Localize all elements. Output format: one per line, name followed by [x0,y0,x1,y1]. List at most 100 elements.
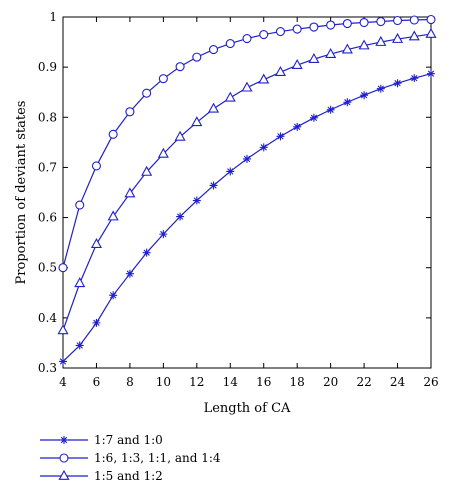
data-point-1 [209,181,218,190]
data-point-2 [342,18,352,29]
data-point-1 [309,113,318,122]
data-point-3 [57,324,69,335]
data-point-1 [276,132,285,141]
x-tick-label: 14 [223,375,239,389]
data-point-3 [392,32,404,43]
data-point-1 [376,84,385,93]
plot-area: 4 6 8 10 12 14 16 18 20 22 24 26 0.3 0.4 0.5 0.6 0.7 0.8 0… [38,10,439,389]
x-axis-label: Length of CA [204,401,291,416]
data-point-3 [308,52,320,63]
x-tick-label: 16 [256,375,271,389]
x-tick-label: 6 [93,375,101,389]
data-point-1 [427,69,435,78]
data-point-3 [375,35,387,46]
data-point-2 [192,52,202,62]
data-point-2 [175,62,185,72]
data-point-3 [274,66,286,77]
data-point-2 [91,161,102,171]
y-tick-label: 0.9 [38,60,57,74]
series-line-2 [62,18,432,268]
data-point-2 [326,20,336,30]
data-point-2 [409,15,419,25]
series-line-1 [62,73,432,362]
data-point-2 [108,129,118,139]
x-tick-label: 10 [156,375,171,389]
data-point-1 [293,122,302,131]
y-tick-label: 0.7 [38,160,57,174]
data-point-3 [425,27,437,38]
data-point-3 [241,81,253,92]
data-point-2 [158,74,168,84]
data-point-2 [75,200,85,210]
data-point-1 [226,167,235,176]
data-point-1 [109,291,118,300]
data-point-3 [258,73,270,84]
legend-marker-1 [60,436,68,444]
data-point-3 [325,47,337,58]
legend-marker-3 [58,469,70,480]
data-point-1 [410,74,419,83]
data-point-1 [176,212,185,221]
data-point-1 [92,318,101,327]
data-point-1 [75,341,84,350]
data-point-1 [159,230,168,239]
data-point-3 [358,39,370,50]
plot-frame [62,16,432,369]
data-point-3 [224,91,236,102]
y-tick-label: 1 [49,10,57,24]
data-point-1 [192,196,201,205]
data-point-2 [242,34,252,44]
data-point-2 [359,17,369,28]
data-point-2 [58,263,68,273]
legend-label-3: 1:5 and 1:2 [94,469,163,483]
data-point-2 [426,14,436,25]
data-point-2 [125,107,135,117]
x-tick-label: 24 [390,375,406,389]
x-tick-label: 8 [126,375,134,389]
legend-marker-2 [59,453,69,463]
data-point-3 [291,59,303,69]
data-point-2 [142,88,152,98]
legend-label-1: 1:7 and 1:0 [94,433,163,447]
data-point-3 [90,238,102,248]
data-point-3 [408,30,420,41]
x-tick-label: 4 [59,375,67,389]
data-point-2 [259,29,269,40]
data-point-1 [360,91,369,100]
data-point-1 [326,105,335,114]
data-point-1 [243,154,251,163]
data-point-1 [393,79,402,88]
series-line-3 [62,33,432,331]
y-tick-label: 0.3 [38,361,57,375]
data-point-2 [392,15,403,26]
data-point-1 [59,357,67,366]
data-point-1 [259,143,268,152]
x-tick-label: 18 [290,375,305,389]
data-point-3 [174,130,186,141]
data-point-1 [125,269,134,278]
data-point-3 [157,147,169,158]
data-point-2 [225,39,235,49]
data-point-1 [142,248,151,257]
data-point-2 [292,24,302,34]
data-point-3 [124,187,136,198]
y-tick-label: 0.4 [38,311,57,325]
x-tick-label: 12 [189,375,204,389]
y-axis-label: Proportion of deviant states [14,101,29,285]
data-point-3 [74,277,86,288]
data-point-1 [343,98,352,107]
x-tick-label: 20 [323,375,338,389]
legend: 1:7 and 1:0 1:6, 1:3, 1:1, and 1:4 1:5 and… [40,433,221,483]
data-point-3 [141,165,153,176]
data-point-3 [341,43,353,54]
y-tick-label: 0.5 [38,261,57,275]
data-point-3 [107,210,119,221]
legend-label-2: 1:6, 1:3, 1:1, and 1:4 [94,451,221,465]
data-point-3 [208,102,220,113]
y-tick-label: 0.8 [38,110,57,124]
data-point-3 [191,116,203,127]
data-point-2 [309,22,319,32]
x-tick-label: 22 [356,375,371,389]
